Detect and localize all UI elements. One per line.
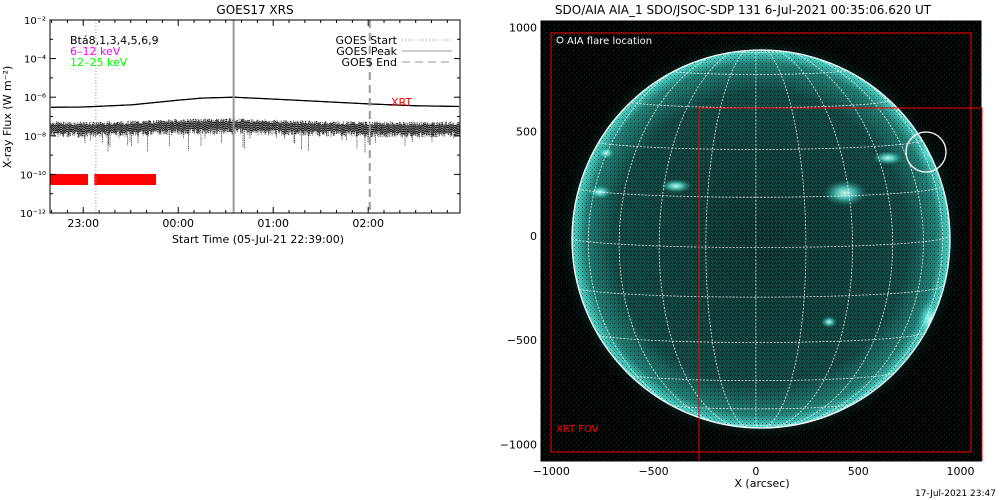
goes-title: GOES17 XRS bbox=[216, 3, 293, 17]
goes-panel: GOES17 XRS 10⁻¹² 10⁻¹⁰ 10⁻⁸ 10⁻⁶ 10⁻⁴ 10⁻² 23:… bbox=[1, 3, 461, 246]
grid-longitude-line bbox=[755, 50, 807, 428]
legend-channel-2: 6–12 keV bbox=[70, 45, 121, 58]
active-region-south bbox=[821, 316, 837, 328]
grid-latitude-line bbox=[572, 185, 944, 198]
grid-latitude-line bbox=[659, 403, 852, 410]
aia-panel: SDO/AIA AIA_1 SDO/JSOC-SDP 131 6-Jul-202… bbox=[500, 3, 983, 490]
goes-y-tick-label: 10⁻¹² bbox=[20, 209, 46, 220]
grid-latitude-line bbox=[619, 372, 893, 381]
aia-y-tick-label: 500 bbox=[516, 126, 537, 139]
xrt-coverage-bar bbox=[50, 174, 88, 185]
goes-axes: 10⁻¹² 10⁻¹⁰ 10⁻⁸ 10⁻⁶ 10⁻⁴ 10⁻² 23:00 00:00 01:0… bbox=[20, 16, 460, 230]
legend-channel-1: Btá8,1,3,4,5,6,9 bbox=[70, 34, 159, 47]
goes-y-tick-label: 10⁻¹⁰ bbox=[20, 170, 46, 181]
aia-x-tick-label: −1000 bbox=[533, 465, 570, 478]
grid-longitude-line bbox=[705, 50, 757, 428]
legend-flare-location: AIA flare location bbox=[567, 36, 652, 47]
goes-y-tick-label: 10⁻² bbox=[24, 16, 46, 27]
active-region-east bbox=[660, 179, 692, 193]
aia-xlabel: X (arcsec) bbox=[734, 477, 789, 490]
grid-latitude-line bbox=[588, 332, 924, 343]
aia-x-tick-label: 0 bbox=[752, 465, 759, 478]
goes-y-tick-label: 10⁻⁴ bbox=[24, 55, 46, 66]
grid-longitude-line bbox=[587, 50, 756, 428]
sun-limb bbox=[571, 49, 951, 429]
grid-latitude-line bbox=[588, 139, 924, 150]
goes-y-tick-label: 10⁻⁶ bbox=[24, 93, 46, 104]
aia-y-tick-label: 0 bbox=[530, 230, 537, 243]
xrt-fov-label: XRT FOV bbox=[556, 424, 599, 435]
aia-y-tick-label: −1000 bbox=[500, 438, 537, 451]
aia-x-tick-label: 1000 bbox=[947, 465, 975, 478]
goes-x-tick-label: 01:00 bbox=[257, 217, 289, 230]
legend-flare-marker-icon bbox=[556, 36, 564, 44]
grid-latitude-line bbox=[572, 285, 943, 298]
goes-x-tick-label: 02:00 bbox=[352, 217, 384, 230]
goes-data-layer bbox=[50, 20, 460, 213]
goes-high-channel-series bbox=[51, 96, 459, 108]
xrt-fov-box-full bbox=[550, 32, 972, 453]
legend-goes-peak: GOES Peak bbox=[336, 45, 397, 58]
sun-disk-texture bbox=[572, 50, 950, 428]
aia-y-tick-label: −500 bbox=[507, 334, 537, 347]
goes-low-channel-series bbox=[50, 118, 460, 154]
aia-y-tick-label: 1000 bbox=[509, 21, 537, 34]
footer-timestamp: 17-Jul-2021 23:47 bbox=[915, 489, 996, 499]
goes-y-tick-label: 10⁻⁸ bbox=[24, 132, 46, 143]
legend-channel-3: 12–25 keV bbox=[70, 56, 128, 69]
xrt-coverage-bar bbox=[94, 174, 157, 185]
aia-title: SDO/AIA AIA_1 SDO/JSOC-SDP 131 6-Jul-202… bbox=[555, 3, 932, 17]
grid-longitude-line bbox=[755, 50, 893, 428]
active-region-east-3 bbox=[597, 147, 615, 159]
legend-goes-start: GOES Start bbox=[336, 34, 398, 47]
aia-axes: −1000 −500 0 500 1000 1000 500 0 −500 −1000 bbox=[500, 21, 982, 478]
grid-longitude-line bbox=[755, 50, 924, 428]
aia-plot-frame bbox=[540, 20, 982, 462]
grid-longitude-line bbox=[618, 50, 756, 428]
goes-x-tick-label: 23:00 bbox=[67, 217, 99, 230]
active-region-west-upper bbox=[872, 151, 904, 165]
legend-goes-end: GOES End bbox=[341, 56, 397, 69]
goes-ylabel: X-ray Flux (W m⁻²) bbox=[1, 66, 14, 168]
active-region-center bbox=[823, 180, 867, 206]
aia-x-tick-label: 500 bbox=[848, 465, 869, 478]
xrt-annotation: XRT bbox=[391, 96, 412, 109]
flare-location-circle bbox=[905, 131, 947, 173]
goes-x-tick-label: 00:00 bbox=[162, 217, 194, 230]
aia-x-tick-label: −500 bbox=[638, 465, 668, 478]
goes-xlabel: Start Time (05-Jul-21 22:39:00) bbox=[172, 233, 344, 246]
